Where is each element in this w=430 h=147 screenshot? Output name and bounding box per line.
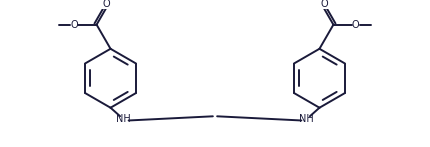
Text: NH: NH xyxy=(117,114,131,124)
Text: O: O xyxy=(102,0,110,9)
Text: O: O xyxy=(71,20,78,30)
Text: O: O xyxy=(352,20,359,30)
Text: O: O xyxy=(320,0,328,9)
Text: NH: NH xyxy=(299,114,313,124)
